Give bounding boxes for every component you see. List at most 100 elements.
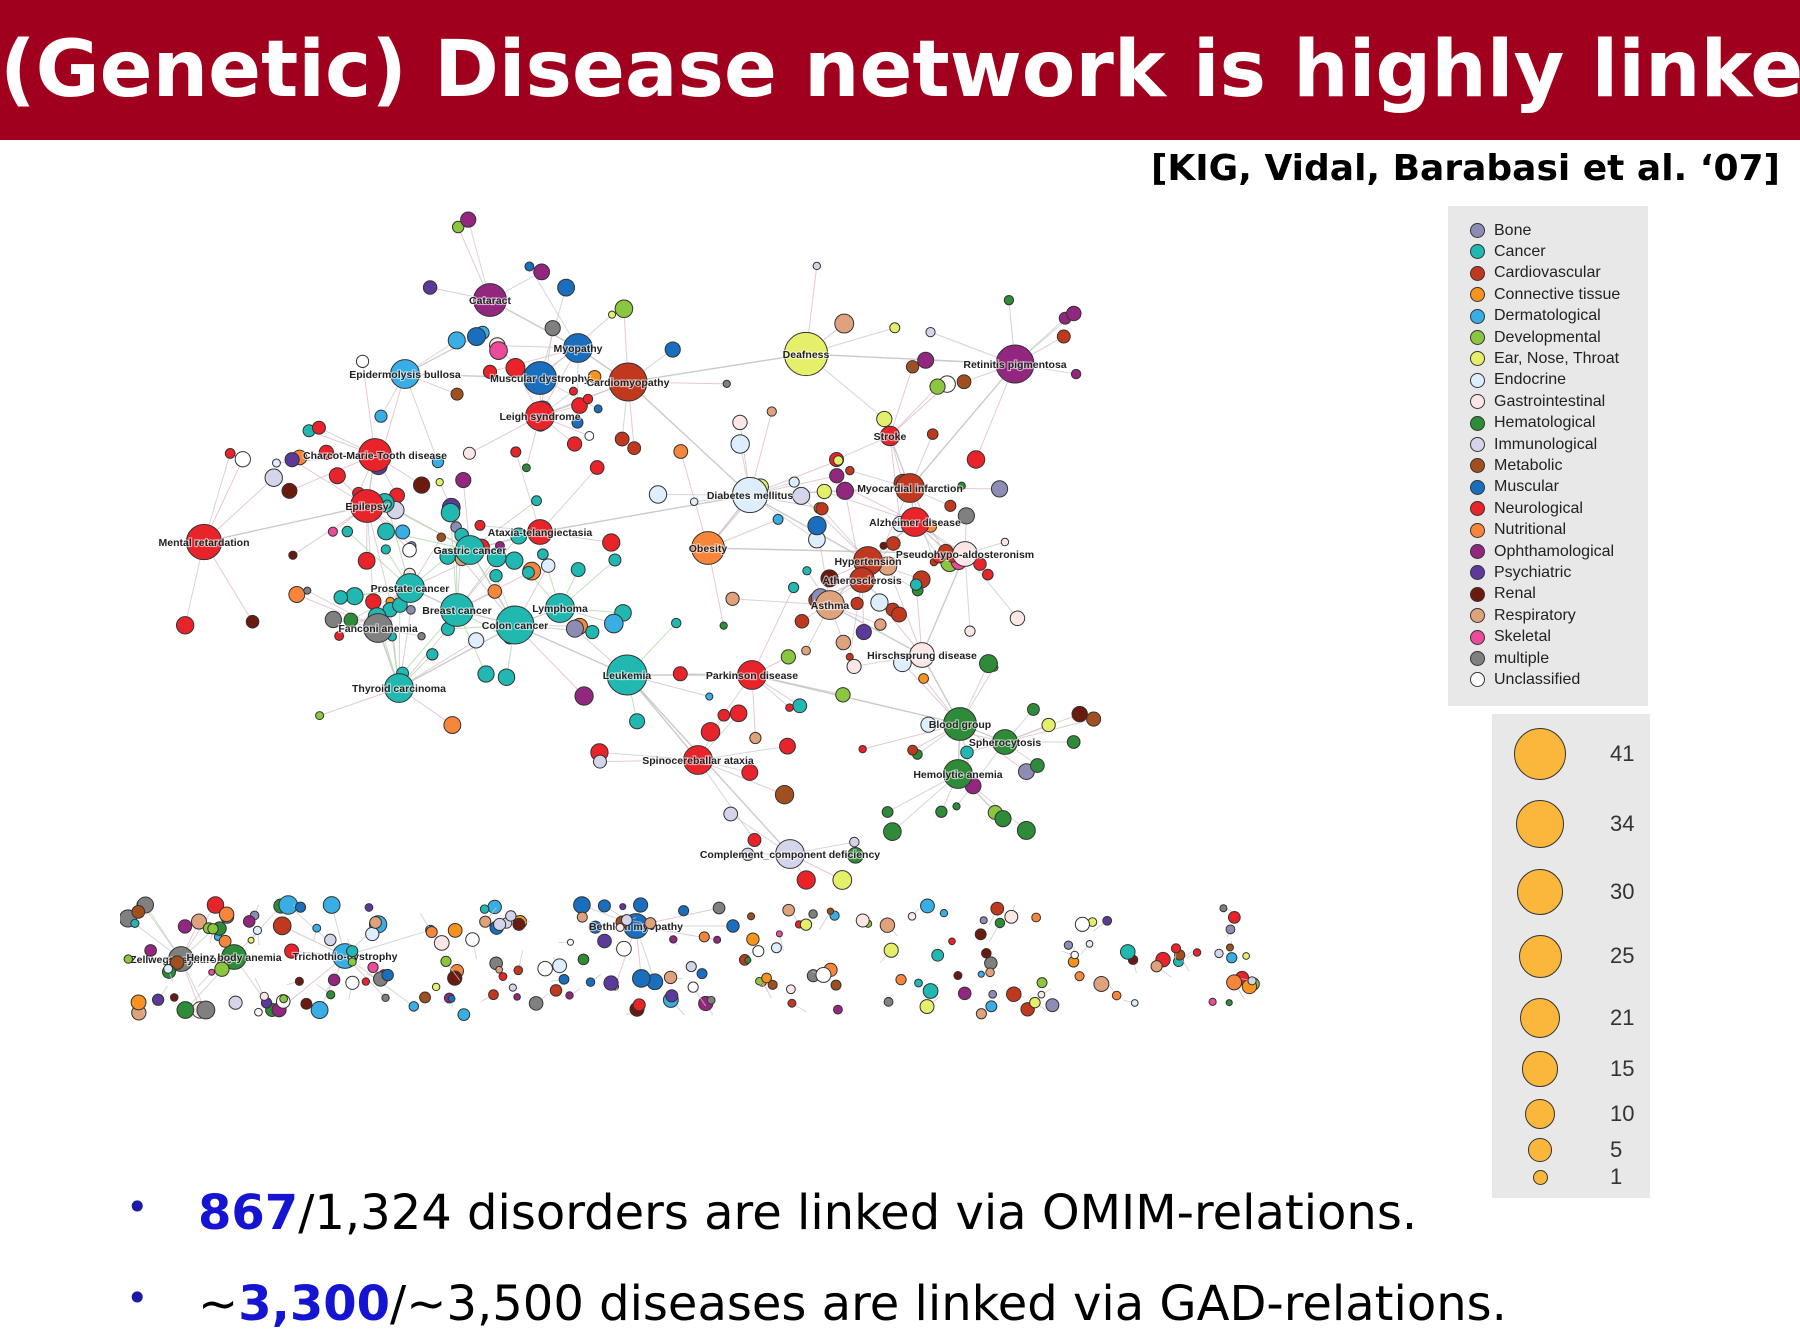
disease-node xyxy=(264,468,283,487)
small-component-node xyxy=(920,898,935,914)
small-component-node xyxy=(364,903,374,912)
disease-node xyxy=(966,450,986,469)
bullet-text: 867/1,324 disorders are linked via OMIM-… xyxy=(198,1185,1417,1241)
disease-node xyxy=(812,261,821,271)
disease-label-myocardial-infarction: Myocardial infarction xyxy=(857,483,963,495)
small-component-node xyxy=(508,983,517,992)
small-component-node xyxy=(979,916,988,925)
small-component-node xyxy=(1085,940,1094,948)
disease-node xyxy=(705,692,714,701)
disease-node xyxy=(726,919,740,933)
small-component-node xyxy=(1225,999,1233,1007)
disease-node xyxy=(413,476,431,494)
disease-node xyxy=(281,482,298,499)
small-component-node xyxy=(948,937,956,946)
small-component-node xyxy=(883,996,894,1007)
legend-swatch xyxy=(1470,287,1485,303)
network-edge xyxy=(751,587,795,676)
small-component-node xyxy=(698,931,710,943)
disease-node xyxy=(741,763,759,781)
network-nodes xyxy=(120,211,1102,1020)
small-component-node xyxy=(988,989,998,999)
small-component-node xyxy=(990,901,1005,916)
legend-swatch xyxy=(1470,629,1485,645)
disease-node xyxy=(847,847,864,864)
small-component-node xyxy=(830,979,842,991)
disease-node xyxy=(522,566,535,579)
small-component-node xyxy=(752,945,765,958)
disease-label-lymphoma: Lymphoma xyxy=(532,603,588,615)
disease-label-atherosclerosis: Atherosclerosis xyxy=(822,575,902,587)
small-component-node xyxy=(619,903,627,911)
disease-node xyxy=(1086,711,1102,727)
network-edge xyxy=(956,741,1006,807)
legend-swatch xyxy=(1470,244,1485,260)
disease-node xyxy=(315,711,325,721)
small-component-node xyxy=(1070,950,1079,960)
disease-node xyxy=(964,625,976,637)
disease-node xyxy=(700,722,721,742)
network-edge xyxy=(489,347,579,373)
disease-hub-node xyxy=(900,507,930,537)
network-edge xyxy=(909,487,1000,490)
disease-hub-node xyxy=(525,401,555,431)
network-edge xyxy=(889,366,914,437)
size-label-34: 34 xyxy=(1610,811,1635,836)
bullet-text: ~3,300/~3,500 diseases are linked via GA… xyxy=(198,1276,1507,1332)
disease-node xyxy=(284,943,300,959)
small-component-node xyxy=(747,912,756,921)
small-component-node xyxy=(1219,904,1228,913)
legend-label: Dermatological xyxy=(1494,307,1601,325)
small-component-node xyxy=(479,904,490,914)
disease-hub-node xyxy=(221,944,247,970)
disease-node xyxy=(722,379,731,388)
small-component-node xyxy=(1119,944,1136,960)
disease-node xyxy=(333,590,349,605)
disease-node xyxy=(944,499,957,512)
category-legend: Bone Cancer Cardiovascular Connective tissu… xyxy=(1448,206,1648,706)
legend-item-ophthamological: Ophthamological xyxy=(1470,541,1614,562)
network-edge xyxy=(751,674,961,725)
small-component-node xyxy=(549,984,563,997)
small-component-node xyxy=(1130,999,1139,1007)
disease-node xyxy=(505,357,526,378)
small-component-node xyxy=(505,910,517,922)
disease-node xyxy=(566,436,583,452)
small-component-node xyxy=(1074,971,1085,982)
small-component-node xyxy=(361,977,371,986)
small-component-node xyxy=(678,905,690,917)
small-component-node xyxy=(558,973,570,985)
disease-node xyxy=(917,351,935,369)
size-legend: 41 34 30 25 21 15 10 5 1 xyxy=(1492,714,1650,1198)
small-component-node xyxy=(782,903,795,917)
small-component-node xyxy=(218,934,232,948)
network-edge xyxy=(599,759,699,763)
small-component-node xyxy=(1093,976,1110,992)
network-edge xyxy=(627,381,751,496)
small-component-node xyxy=(1192,948,1202,957)
disease-node xyxy=(447,331,466,350)
small-component-node xyxy=(169,955,185,970)
disease-node xyxy=(725,591,740,606)
disease-node xyxy=(190,913,207,930)
disease-node xyxy=(926,428,939,440)
disease-label-fanconi-anemia: Fanconi anemia xyxy=(338,623,418,635)
slide-title: (Genetic) Disease network is highly link… xyxy=(0,25,1800,115)
legend-label: Neurological xyxy=(1494,499,1583,517)
small-component-node xyxy=(242,915,256,928)
legend-swatch xyxy=(1470,394,1485,410)
small-component-node xyxy=(977,970,985,978)
disease-label-retinitis-pigmentosa: Retinitis pigmentosa xyxy=(963,359,1066,371)
disease-node xyxy=(957,507,975,525)
disease-node xyxy=(365,593,382,610)
disease-node xyxy=(1000,537,1010,547)
disease-label-obesity: Obesity xyxy=(689,543,728,555)
disease-node xyxy=(278,895,299,915)
disease-label-prostate-cancer: Prostate cancer xyxy=(371,583,450,595)
small-component-node xyxy=(1102,915,1113,926)
small-component-node xyxy=(447,994,456,1003)
disease-label-diabetes-mellitus: Diabetes mellitus xyxy=(707,490,794,502)
disease-node xyxy=(780,649,796,665)
disconnected-components xyxy=(123,898,1260,1021)
disease-node xyxy=(589,460,605,475)
